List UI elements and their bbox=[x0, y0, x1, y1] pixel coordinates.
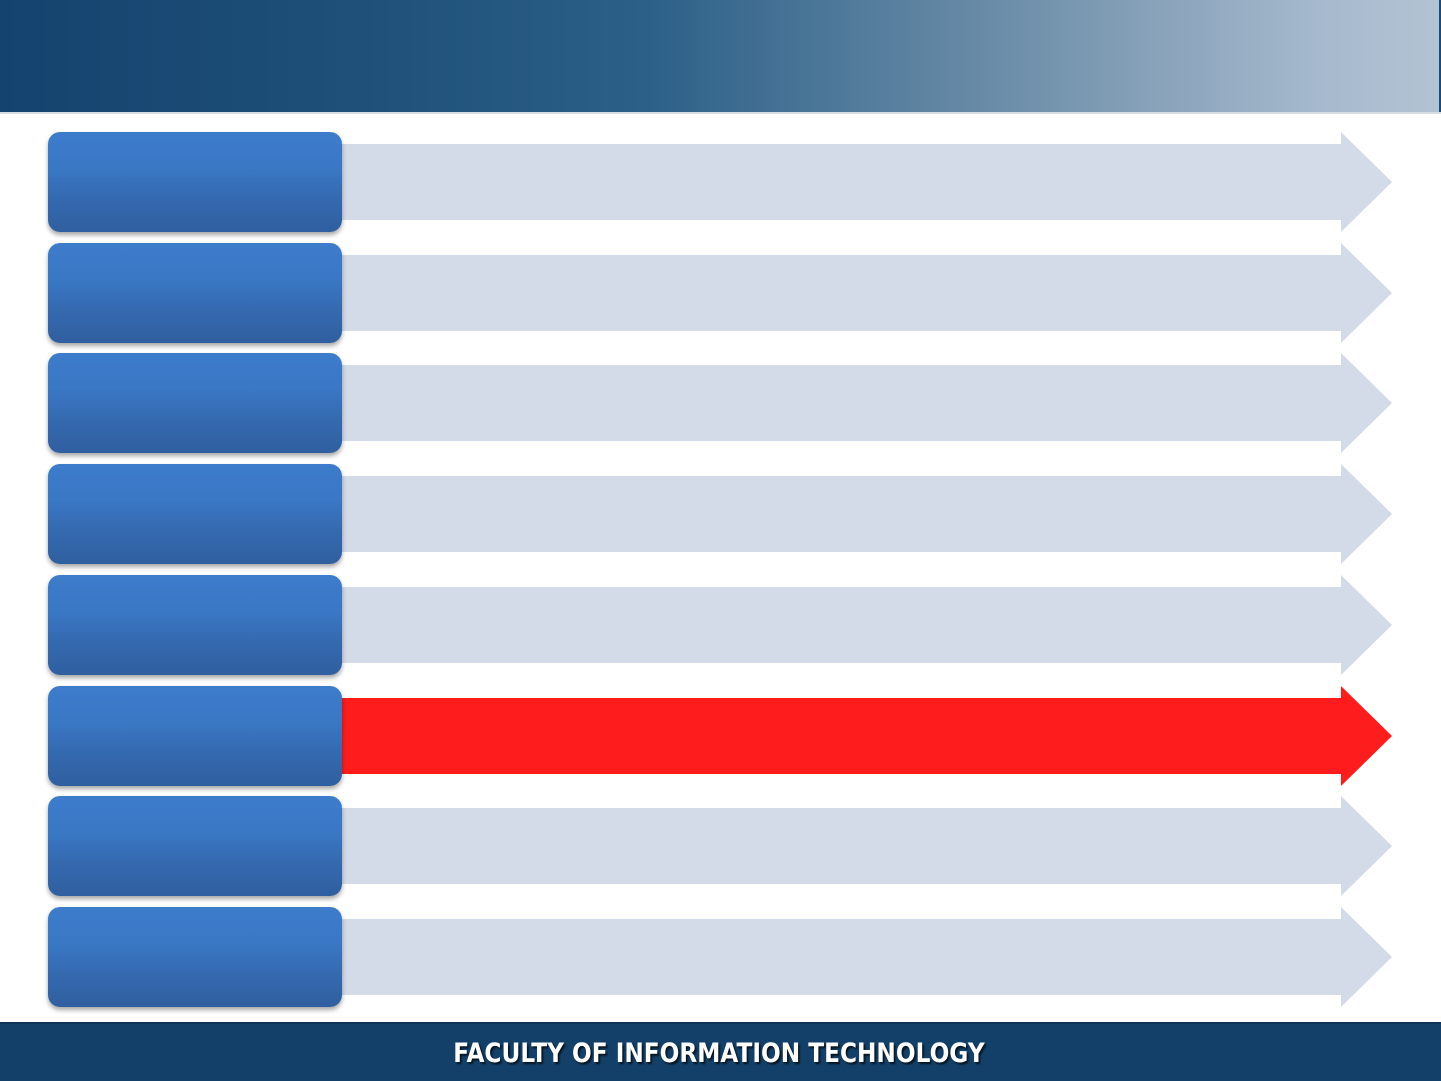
arrow-shape bbox=[300, 243, 1392, 343]
arrow-shape bbox=[300, 686, 1392, 786]
agenda-arrow bbox=[300, 353, 1394, 453]
agenda-arrow bbox=[300, 132, 1394, 232]
header-edge bbox=[1439, 0, 1441, 112]
agenda-arrow bbox=[300, 907, 1394, 1007]
arrow-shape bbox=[300, 353, 1392, 453]
header-bar bbox=[0, 0, 1441, 114]
arrow-polygon bbox=[300, 575, 1392, 675]
arrow-shape bbox=[300, 132, 1392, 232]
agenda-arrow bbox=[300, 243, 1394, 343]
agenda-arrow bbox=[300, 575, 1394, 675]
footer-label: FACULTY OF INFORMATION TECHNOLOGY bbox=[453, 1038, 985, 1069]
arrow-polygon bbox=[300, 243, 1392, 343]
arrow-shape bbox=[300, 907, 1392, 1007]
arrow-shape bbox=[300, 464, 1392, 564]
agenda-item-3[interactable] bbox=[48, 353, 342, 453]
arrow-polygon bbox=[300, 907, 1392, 1007]
arrow-shape bbox=[300, 575, 1392, 675]
agenda-arrow bbox=[300, 796, 1394, 896]
agenda-item-2[interactable] bbox=[48, 243, 342, 343]
arrow-polygon bbox=[300, 796, 1392, 896]
agenda-item-5[interactable] bbox=[48, 575, 342, 675]
agenda-arrow-active bbox=[300, 686, 1394, 786]
agenda-item-6[interactable] bbox=[48, 686, 342, 786]
agenda-item-8[interactable] bbox=[48, 907, 342, 1007]
arrow-polygon bbox=[300, 686, 1392, 786]
arrow-polygon bbox=[300, 353, 1392, 453]
arrow-polygon bbox=[300, 132, 1392, 232]
agenda-arrow bbox=[300, 464, 1394, 564]
agenda-item-4[interactable] bbox=[48, 464, 342, 564]
arrow-polygon bbox=[300, 464, 1392, 564]
footer-bar: FACULTY OF INFORMATION TECHNOLOGY bbox=[0, 1022, 1441, 1081]
arrow-shape bbox=[300, 796, 1392, 896]
agenda-item-7[interactable] bbox=[48, 796, 342, 896]
agenda-item-1[interactable] bbox=[48, 132, 342, 232]
